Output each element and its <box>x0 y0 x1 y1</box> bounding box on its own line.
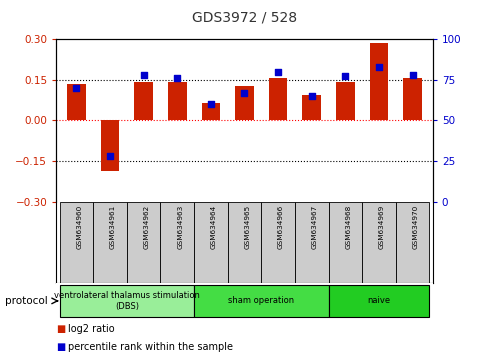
Bar <box>328 202 362 283</box>
Bar <box>60 202 93 283</box>
Point <box>173 75 181 81</box>
Bar <box>369 43 387 120</box>
Text: ■: ■ <box>56 342 65 352</box>
Bar <box>194 285 328 317</box>
Text: ■: ■ <box>56 324 65 334</box>
Text: GSM634966: GSM634966 <box>278 205 284 249</box>
Point <box>274 69 282 74</box>
Point <box>307 93 315 99</box>
Bar <box>362 202 395 283</box>
Text: GDS3972 / 528: GDS3972 / 528 <box>192 11 296 25</box>
Point <box>374 64 382 69</box>
Text: protocol: protocol <box>5 296 47 306</box>
Text: GSM634967: GSM634967 <box>311 205 317 249</box>
Point <box>72 85 80 91</box>
Bar <box>261 202 294 283</box>
Point <box>341 74 348 79</box>
Point <box>140 72 147 78</box>
Text: GSM634968: GSM634968 <box>345 205 351 249</box>
Bar <box>302 95 320 120</box>
Text: GSM634963: GSM634963 <box>177 205 183 249</box>
Bar <box>294 202 328 283</box>
Bar <box>395 202 428 283</box>
Point <box>240 90 248 96</box>
Text: GSM634969: GSM634969 <box>378 205 384 249</box>
Text: percentile rank within the sample: percentile rank within the sample <box>68 342 233 352</box>
Text: GSM634962: GSM634962 <box>143 205 149 249</box>
Text: ventrolateral thalamus stimulation
(DBS): ventrolateral thalamus stimulation (DBS) <box>54 291 200 310</box>
Bar <box>268 78 287 120</box>
Text: GSM634965: GSM634965 <box>244 205 250 249</box>
Bar <box>403 78 421 120</box>
Bar <box>126 202 160 283</box>
Bar <box>235 86 253 120</box>
Point <box>106 153 114 159</box>
Text: GSM634961: GSM634961 <box>110 205 116 249</box>
Bar <box>93 202 126 283</box>
Text: GSM634964: GSM634964 <box>210 205 217 249</box>
Text: GSM634960: GSM634960 <box>76 205 82 249</box>
Text: log2 ratio: log2 ratio <box>68 324 115 334</box>
Bar <box>194 202 227 283</box>
Bar <box>67 84 85 120</box>
Bar <box>335 81 354 120</box>
Bar <box>227 202 261 283</box>
Point <box>408 72 416 78</box>
Bar <box>101 120 119 171</box>
Text: naive: naive <box>366 296 390 306</box>
Bar <box>160 202 194 283</box>
Bar <box>60 285 194 317</box>
Bar <box>201 103 220 120</box>
Bar <box>134 81 153 120</box>
Point <box>206 101 214 107</box>
Bar <box>328 285 428 317</box>
Text: sham operation: sham operation <box>228 296 294 306</box>
Bar <box>168 82 186 120</box>
Text: GSM634970: GSM634970 <box>412 205 418 249</box>
